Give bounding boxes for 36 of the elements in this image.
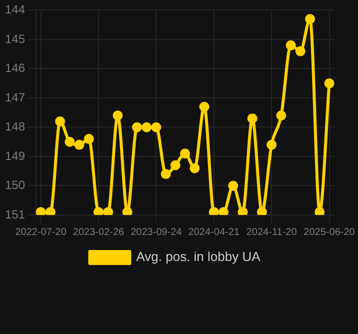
point [151,122,162,132]
point [84,134,94,144]
point [199,102,210,112]
point [64,136,75,147]
y-tick-label: 146 [4,61,26,76]
y-tick-label: 144 [4,2,26,17]
point [55,116,66,126]
legend-label: Avg. pos. in lobby UA [136,249,261,264]
x-tick-label: 2024-11-20 [246,226,298,238]
point [286,40,296,50]
x-tick-label: 2022-07-20 [15,226,67,238]
point [112,110,123,121]
y-tick-label: 145 [4,32,26,46]
y-tick-label: 149 [4,148,26,163]
y-tick-label: 151 [4,207,26,222]
point [305,14,316,24]
point [324,78,334,88]
point [190,163,200,174]
y-tick-label: 150 [4,178,26,192]
point [142,122,152,132]
point [180,148,190,159]
point [74,140,84,150]
y-tick-label: 148 [4,120,26,134]
point [132,122,142,132]
x-tick-label: 2025-06-20 [304,226,356,238]
point [276,110,286,121]
point [160,169,171,180]
point [295,46,306,56]
point [247,113,258,124]
point [170,160,180,170]
x-tick-label: 2024-04-21 [188,226,240,238]
point [266,140,277,150]
x-tick-label: 2023-09-24 [130,226,182,238]
point [228,180,238,191]
y-tick-label: 147 [4,90,26,104]
x-tick-label: 2023-02-26 [72,226,125,238]
